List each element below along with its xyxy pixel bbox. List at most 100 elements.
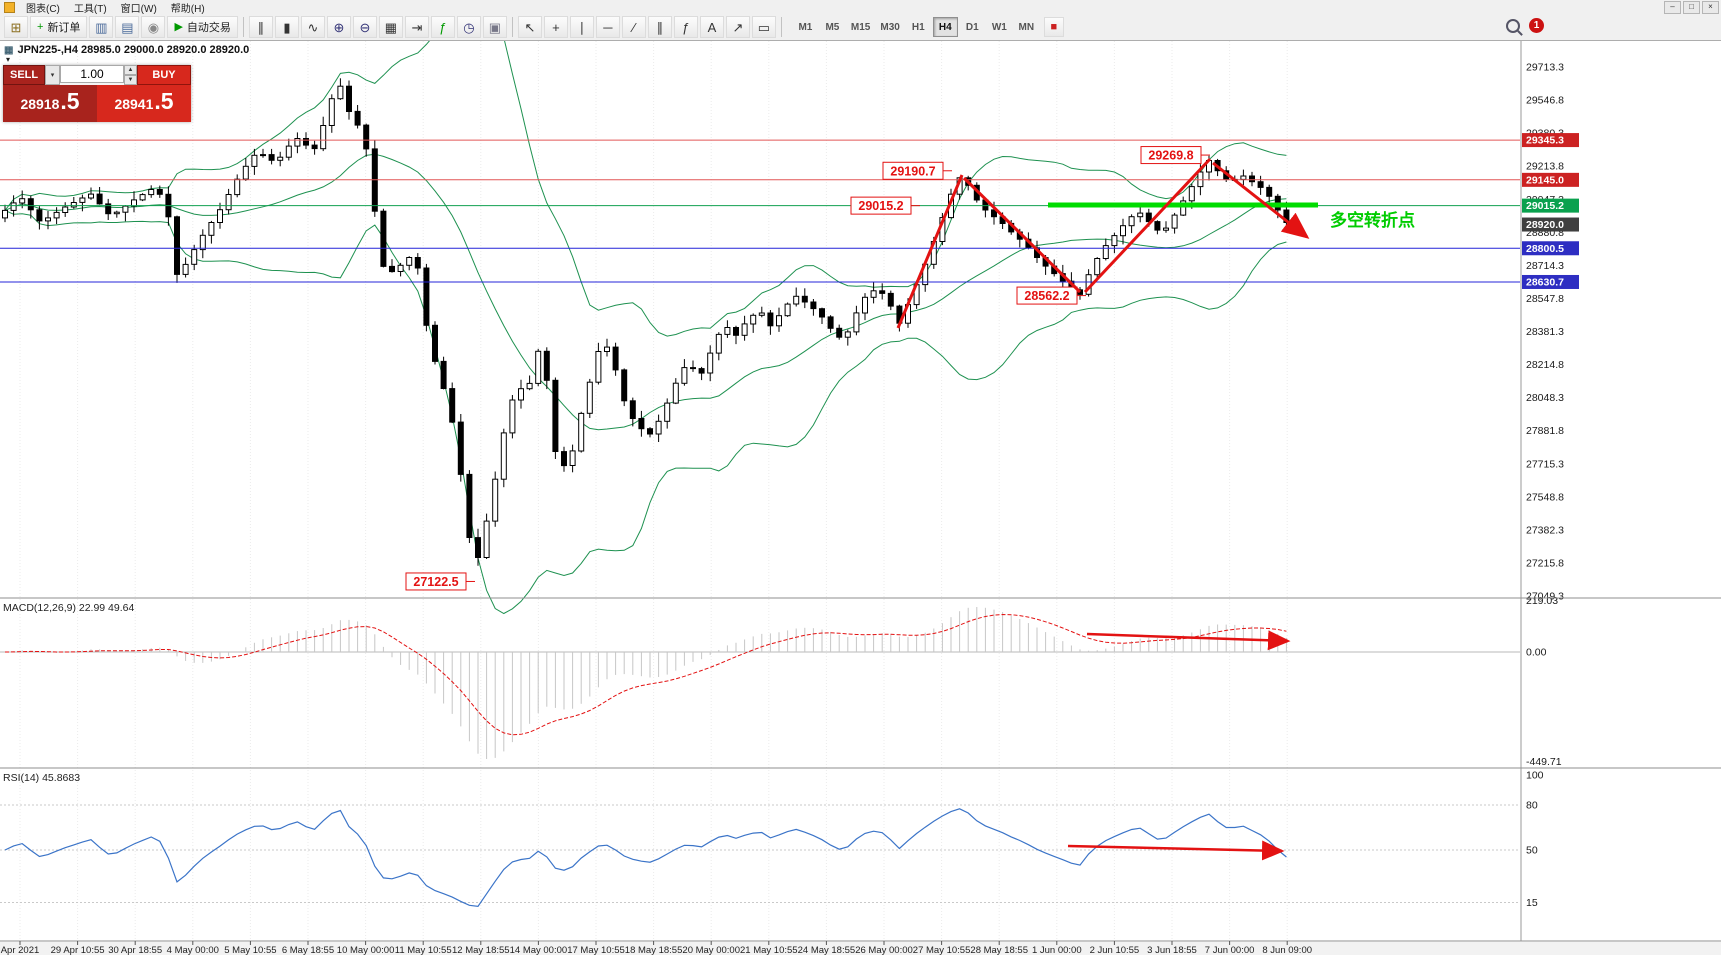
- profiles-button[interactable]: ▤: [115, 16, 140, 38]
- volume-stepper[interactable]: ▲ ▼: [124, 65, 137, 85]
- menu-item-3[interactable]: 帮助(H): [170, 3, 205, 15]
- buy-price-main: 28941: [114, 96, 154, 112]
- timeframe-d1-button[interactable]: D1: [960, 17, 985, 37]
- minimize-button[interactable]: –: [1664, 1, 1681, 14]
- svg-text:27382.3: 27382.3: [1526, 524, 1564, 536]
- timeframe-mn-button[interactable]: MN: [1014, 17, 1039, 37]
- svg-text:27715.3: 27715.3: [1526, 458, 1564, 470]
- svg-text:28800.5: 28800.5: [1526, 243, 1564, 255]
- menu-item-2[interactable]: 窗口(W): [120, 3, 157, 15]
- svg-text:30 Apr 18:55: 30 Apr 18:55: [108, 945, 162, 955]
- macd-indicator: MACD(12,26,9) 22.99 49.64: [0, 602, 1520, 759]
- timeframe-m30-button[interactable]: M30: [876, 17, 903, 37]
- zoom-out-button[interactable]: ⊖: [352, 16, 377, 38]
- sounds-button[interactable]: ◉: [141, 16, 166, 38]
- new-order-label: 新订单: [47, 22, 81, 34]
- periods-button[interactable]: ◷: [456, 16, 481, 38]
- restore-button[interactable]: □: [1683, 1, 1700, 14]
- buy-price[interactable]: 28941 .5: [97, 85, 191, 122]
- templates-button[interactable]: ▣: [482, 16, 507, 38]
- channel-button[interactable]: ∥: [647, 16, 672, 38]
- chart-region: 29190.7 29015.2 29269.8 28562.2 27122.5 多空转折点…: [0, 41, 1721, 955]
- bars-mode-button[interactable]: ∥: [248, 16, 273, 38]
- toolbar-separator: [511, 17, 513, 37]
- horizontal-line-button[interactable]: ─: [595, 16, 620, 38]
- turning-point-note[interactable]: 多空转折点: [1330, 210, 1415, 230]
- autotrading-label: 自动交易: [186, 22, 231, 34]
- svg-text:11 May 10:55: 11 May 10:55: [395, 945, 452, 955]
- tile-windows-button[interactable]: ▦: [378, 16, 403, 38]
- zoom-in-button[interactable]: ⊕: [326, 16, 351, 38]
- trend-line-button[interactable]: ∕: [621, 16, 646, 38]
- vertical-line-button[interactable]: ∣: [569, 16, 594, 38]
- macd-trend-arrow[interactable]: [1086, 630, 1291, 651]
- arrow-tool-button[interactable]: ↗: [725, 16, 750, 38]
- chart-info-text: JPN225-,H4 28985.0 29000.0 28920.0 28920…: [17, 44, 250, 56]
- shapes-icon: ▭: [757, 19, 771, 35]
- autotrading-icon: ▶: [174, 20, 183, 33]
- svg-text:0.00: 0.00: [1526, 647, 1547, 659]
- charts-toolbar-button[interactable]: ▥: [89, 16, 114, 38]
- menu-item-0[interactable]: 图表(C): [26, 3, 60, 15]
- price-axis[interactable]: 29713.329546.829380.329213.829047.328880…: [1520, 41, 1579, 941]
- notification-badge[interactable]: 1: [1529, 18, 1544, 33]
- timeframe-h4-button[interactable]: H4: [932, 17, 958, 37]
- svg-text:3 Jun 18:55: 3 Jun 18:55: [1147, 945, 1197, 955]
- rsi-trend-arrow[interactable]: [1067, 840, 1285, 861]
- volume-dropdown-caret[interactable]: ▾: [45, 65, 60, 85]
- timeframe-w1-button[interactable]: W1: [987, 17, 1012, 37]
- line-mode-button[interactable]: ∿: [300, 16, 325, 38]
- volume-down-icon[interactable]: ▼: [124, 75, 137, 85]
- timeframe-h1-button[interactable]: H1: [906, 17, 931, 37]
- text-tool-button[interactable]: A: [699, 16, 724, 38]
- timeframe-m15-button[interactable]: M15: [847, 17, 874, 37]
- svg-text:2 Jun 10:55: 2 Jun 10:55: [1090, 945, 1140, 955]
- candles-mode-button[interactable]: ▮: [274, 16, 299, 38]
- indicators-button[interactable]: ƒ: [430, 16, 455, 38]
- menu-item-1[interactable]: 工具(T): [73, 3, 107, 15]
- rsi-indicator: RSI(14) 45.8683: [0, 772, 1520, 908]
- svg-text:219.03: 219.03: [1526, 595, 1558, 607]
- auto-scroll-button[interactable]: ⇥: [404, 16, 429, 38]
- crosshair-icon: +: [552, 19, 560, 35]
- volume-up-icon[interactable]: ▲: [124, 65, 137, 75]
- close-button[interactable]: ×: [1702, 1, 1719, 14]
- periods-icon: ◷: [463, 19, 475, 35]
- timeframe-m5-button[interactable]: M5: [820, 17, 845, 37]
- trade-panel-collapse-toggle[interactable]: ▾: [6, 55, 11, 64]
- timeframe-buttons: M1 M5 M15 M30 H1 H4 D1 W1 MN ■: [792, 17, 1064, 37]
- svg-text:100: 100: [1526, 770, 1544, 782]
- market-watch-icon: ⊞: [10, 19, 22, 35]
- vertical-line-icon: ∣: [578, 19, 586, 35]
- search-icon[interactable]: [1506, 18, 1520, 33]
- svg-text:20 May 00:00: 20 May 00:00: [682, 945, 740, 955]
- shapes-button[interactable]: ▭: [751, 16, 776, 38]
- trend-arrows[interactable]: [896, 157, 1310, 329]
- time-axis[interactable]: Apr 2021 29 Apr 10:55 30 Apr 18:55 4 May 00…: [0, 940, 1721, 955]
- volume-input[interactable]: [60, 65, 124, 83]
- price-callouts[interactable]: 29190.7 29015.2 29269.8 28562.2 27122.5: [405, 146, 1210, 591]
- sell-price[interactable]: 28918 .5: [3, 85, 97, 122]
- svg-text:17 May 10:55: 17 May 10:55: [567, 945, 625, 955]
- timeframe-m1-button[interactable]: M1: [793, 17, 818, 37]
- chart-canvas[interactable]: 29190.7 29015.2 29269.8 28562.2 27122.5 多空转折点…: [0, 41, 1721, 955]
- news-button[interactable]: ■: [1043, 17, 1064, 37]
- svg-text:4 May 00:00: 4 May 00:00: [167, 945, 219, 955]
- market-watch-button[interactable]: ⊞: [4, 16, 28, 38]
- cursor-icon: ↖: [524, 19, 536, 35]
- new-order-button[interactable]: + 新订单: [30, 16, 88, 38]
- horizontal-line-icon: ─: [603, 19, 613, 35]
- svg-text:29213.8: 29213.8: [1526, 161, 1564, 173]
- sell-button[interactable]: SELL: [3, 65, 45, 85]
- svg-text:28381.3: 28381.3: [1526, 326, 1564, 338]
- candlesticks: [2, 78, 1290, 566]
- text-tool-icon: A: [707, 19, 717, 35]
- svg-text:7 Jun 00:00: 7 Jun 00:00: [1205, 945, 1255, 955]
- autotrading-button[interactable]: ▶ 自动交易: [167, 16, 238, 38]
- crosshair-button[interactable]: +: [543, 16, 568, 38]
- cursor-button[interactable]: ↖: [517, 16, 542, 38]
- fibonacci-button[interactable]: ƒ: [673, 16, 698, 38]
- buy-button[interactable]: BUY: [137, 65, 191, 85]
- chart-info-line: ▦ JPN225-,H4 28985.0 29000.0 28920.0 289…: [4, 44, 249, 56]
